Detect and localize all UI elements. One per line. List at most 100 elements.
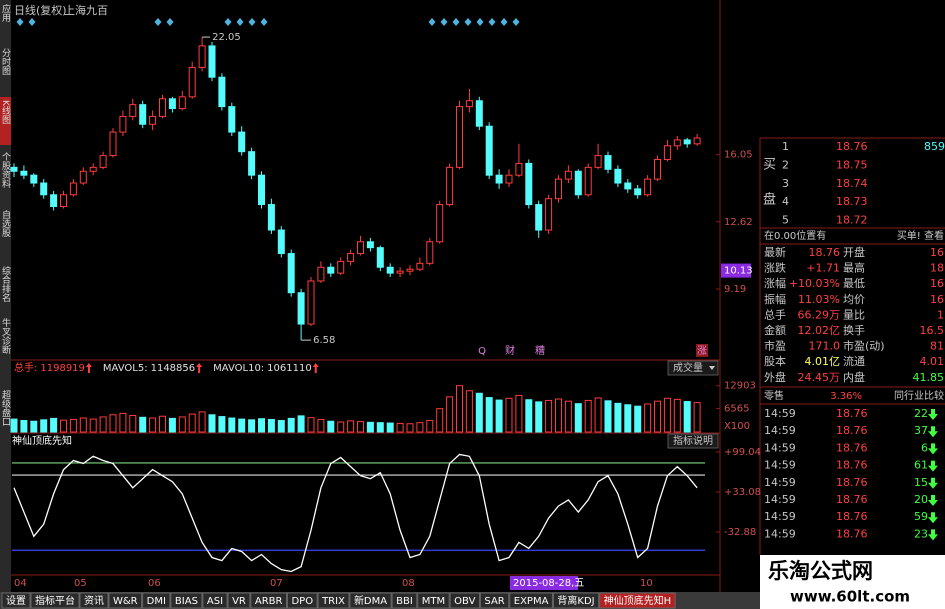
candle-body bbox=[188, 66, 196, 98]
candle-body bbox=[545, 198, 553, 231]
candle-body bbox=[406, 268, 414, 272]
tab-bg[interactable] bbox=[317, 592, 350, 609]
tab-bg[interactable] bbox=[142, 592, 171, 609]
signal-diamond bbox=[154, 18, 162, 26]
tab[interactable]: TRIX bbox=[321, 596, 345, 607]
stat-value: 4.01 bbox=[920, 355, 945, 368]
cursor-date: 2015-08-28,五 bbox=[513, 578, 584, 589]
sidebar-tab[interactable]: 分时图 bbox=[0, 48, 11, 76]
tab[interactable]: 背离KDJ bbox=[557, 594, 594, 607]
tab-bg[interactable] bbox=[1, 592, 31, 609]
sidebar-tab[interactable]: 综合排名 bbox=[0, 265, 11, 303]
tab[interactable]: BIAS bbox=[175, 596, 198, 607]
tab-bg[interactable] bbox=[170, 592, 203, 609]
sidebar-tab[interactable]: 个股资料 bbox=[0, 152, 11, 189]
sidebar-tab[interactable]: 超级盘口 bbox=[0, 389, 11, 426]
candle-body bbox=[238, 131, 246, 153]
tab[interactable]: ASI bbox=[207, 596, 223, 607]
volume-bar bbox=[337, 421, 345, 433]
trade-time: 14:59 bbox=[764, 476, 796, 489]
candle-body bbox=[485, 125, 493, 176]
bid-price: 18.73 bbox=[836, 195, 868, 208]
volume-bar bbox=[436, 408, 444, 433]
volume-bar bbox=[386, 422, 394, 433]
bid-level: 2 bbox=[782, 158, 789, 171]
tab-bg[interactable] bbox=[30, 592, 80, 609]
sidebar-tab[interactable]: K线图 bbox=[0, 100, 11, 125]
volume-bar bbox=[465, 390, 473, 433]
candle-body bbox=[564, 170, 572, 180]
notice-action[interactable]: 买单! 查看 bbox=[897, 229, 944, 242]
tab[interactable]: DPO bbox=[291, 596, 313, 607]
tab-bg[interactable] bbox=[202, 592, 228, 609]
volume-bar bbox=[475, 392, 483, 433]
dropdown-icon bbox=[709, 366, 715, 370]
tab-bg[interactable] bbox=[250, 592, 287, 609]
volume-bar bbox=[139, 416, 147, 433]
tab[interactable]: 新DMA bbox=[354, 594, 387, 607]
signal-diamond bbox=[452, 18, 460, 26]
tab-bg[interactable] bbox=[79, 592, 109, 609]
sidebar-tab[interactable]: 应用 bbox=[0, 3, 11, 23]
volume-title[interactable]: 成交量 bbox=[673, 361, 703, 374]
down-arrow bbox=[928, 512, 938, 524]
candle-body bbox=[168, 98, 176, 110]
stat-value: 41.85 bbox=[913, 371, 945, 384]
volume-bar bbox=[604, 400, 612, 433]
stat-label: 市盈 bbox=[764, 339, 786, 353]
volume-bar bbox=[79, 417, 87, 433]
candle-body bbox=[277, 229, 285, 255]
tab[interactable]: DMI bbox=[147, 596, 166, 607]
retail-compare[interactable]: 同行业比较 bbox=[894, 389, 944, 402]
tab[interactable]: W&R bbox=[113, 596, 138, 607]
tab-bg[interactable] bbox=[391, 592, 418, 609]
max-label: 22.05 bbox=[212, 32, 241, 43]
trade-time: 14:59 bbox=[764, 493, 796, 506]
signal-diamond bbox=[440, 18, 448, 26]
tab-bg[interactable] bbox=[509, 592, 553, 609]
side-label: 买 bbox=[763, 158, 776, 173]
tab[interactable]: 指标平台 bbox=[35, 594, 75, 607]
event-marker[interactable]: 涨 bbox=[697, 345, 707, 357]
event-marker[interactable]: Q bbox=[478, 346, 486, 357]
candle-body bbox=[337, 260, 345, 274]
tab-bg[interactable] bbox=[449, 592, 480, 609]
event-marker[interactable]: 糟 bbox=[535, 344, 545, 357]
tab[interactable]: 神仙顶底先知H bbox=[604, 594, 672, 607]
tab-bg[interactable] bbox=[599, 592, 676, 609]
tab-bg[interactable] bbox=[227, 592, 251, 609]
tab[interactable]: BBI bbox=[396, 596, 413, 607]
tab-bg[interactable] bbox=[552, 592, 600, 609]
sidebar-tab[interactable]: 牛叉诊断 bbox=[0, 317, 11, 355]
candle-body bbox=[683, 139, 691, 145]
trade-volume: 37 bbox=[914, 424, 928, 437]
tab-bg[interactable] bbox=[108, 592, 143, 609]
tab[interactable]: 设置 bbox=[6, 595, 26, 607]
tab-bg[interactable] bbox=[417, 592, 450, 609]
tab[interactable]: MTM bbox=[422, 596, 445, 607]
stat-label: 最新 bbox=[764, 245, 786, 259]
period: 日线(复权) bbox=[14, 3, 67, 17]
volume-bar bbox=[40, 419, 48, 433]
tab[interactable]: VR bbox=[232, 596, 246, 607]
volume-bar bbox=[208, 414, 216, 433]
event-marker[interactable]: 财 bbox=[505, 344, 515, 357]
tab-bg[interactable] bbox=[286, 592, 318, 609]
volume-bar bbox=[376, 422, 384, 433]
sidebar-tab[interactable]: 自选股 bbox=[0, 209, 11, 238]
down-arrow bbox=[928, 460, 938, 472]
tab[interactable]: ARBR bbox=[255, 596, 283, 607]
tab[interactable]: OBV bbox=[454, 596, 475, 607]
tab[interactable]: SAR bbox=[484, 596, 504, 607]
candle-body bbox=[426, 241, 434, 264]
tab-bg[interactable] bbox=[479, 592, 510, 609]
volume-selector[interactable] bbox=[667, 360, 719, 376]
candle-body bbox=[60, 194, 67, 208]
volume-bar bbox=[277, 420, 285, 433]
tab[interactable]: 资讯 bbox=[84, 595, 104, 607]
candle-body bbox=[10, 166, 18, 172]
tab-bg[interactable] bbox=[349, 592, 392, 609]
tab[interactable]: EXPMA bbox=[514, 596, 549, 607]
indicator-help-label[interactable]: 指标说明 bbox=[673, 434, 713, 447]
indicator-help[interactable] bbox=[667, 433, 719, 449]
